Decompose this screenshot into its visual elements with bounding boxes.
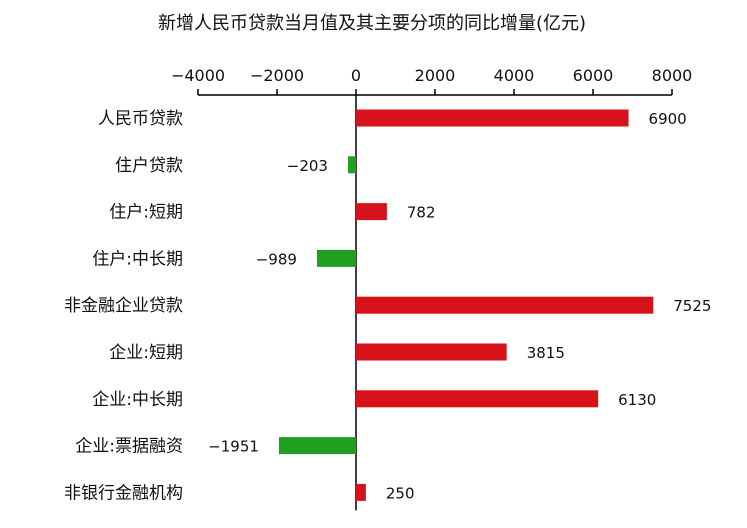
data-label: 6130: [618, 391, 656, 409]
bars: [278, 109, 654, 501]
x-axis: −4000 −2000 0 2000 4000 6000 8000: [171, 66, 693, 511]
chart-title: 新增人民币贷款当月值及其主要分项的同比增量(亿元): [158, 13, 586, 34]
bar: [356, 203, 387, 221]
x-tick-label: −2000: [250, 66, 304, 85]
category-label: 住户:中长期: [92, 249, 183, 269]
labels: 人民币贷款 6900 住户贷款 −203 住户:短期 782 住户:中长期 −989 非金融企业…: [64, 109, 711, 503]
bar: [316, 249, 356, 267]
category-label: 非银行金融机构: [64, 483, 183, 503]
data-label: −1951: [208, 438, 259, 456]
data-label: −989: [256, 250, 297, 268]
category-label: 住户:短期: [109, 203, 183, 223]
data-label: 7525: [673, 297, 711, 315]
category-label: 人民币贷款: [98, 109, 183, 129]
bar: [356, 390, 599, 408]
data-label: −203: [287, 157, 328, 175]
category-label: 企业:中长期: [92, 390, 183, 410]
x-tick-label: 4000: [494, 66, 535, 85]
bar: [347, 156, 356, 174]
bar: [356, 483, 366, 501]
x-tick-label: 8000: [652, 66, 693, 85]
category-label: 住户贷款: [115, 156, 183, 176]
data-label: 6900: [649, 110, 687, 128]
category-label: 企业:短期: [109, 343, 183, 363]
category-label: 非金融企业贷款: [64, 296, 183, 316]
data-label: 3815: [527, 344, 565, 362]
x-tick-label: 6000: [573, 66, 614, 85]
x-tick-label: −4000: [171, 66, 225, 85]
data-label: 250: [386, 484, 415, 502]
x-tick-label: 0: [351, 66, 361, 85]
x-tick-label: 2000: [415, 66, 456, 85]
data-label: 782: [407, 204, 436, 222]
bar: [356, 343, 507, 361]
category-label: 企业:票据融资: [75, 437, 183, 457]
bar: [278, 437, 356, 455]
bar: [356, 109, 629, 127]
bar: [356, 296, 654, 314]
